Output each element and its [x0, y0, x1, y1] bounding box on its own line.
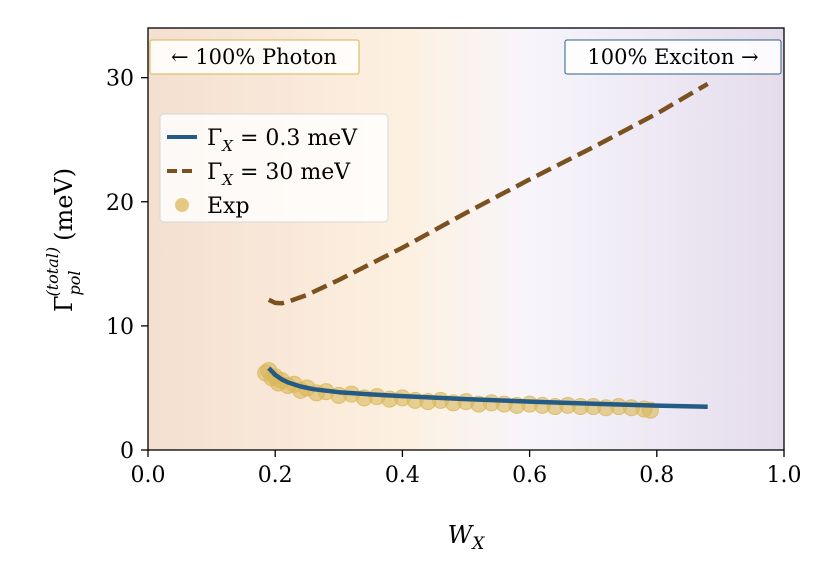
plot-frame — [147, 27, 785, 451]
y-axis-title: Γpol(total)(meV) — [43, 168, 84, 312]
x-tick-label: 0.6 — [512, 463, 547, 488]
legend-label-gamma-0-3: ΓX = 0.3 meV — [207, 126, 358, 155]
legend-swatch-marker — [175, 198, 189, 212]
legend-label-exp: Exp — [207, 194, 250, 219]
exciton-annotation-text: 100% Exciton → — [587, 45, 758, 69]
x-tick-label: 0.4 — [385, 463, 420, 488]
y-tick-label: 20 — [106, 191, 134, 216]
legend-label-gamma-30: ΓX = 30 meV — [207, 160, 351, 189]
y-tick-label: 30 — [106, 67, 134, 92]
x-tick-label: 0.8 — [639, 463, 674, 488]
x-tick-label: 0.0 — [131, 463, 166, 488]
photon-annotation: ← 100% Photon — [149, 39, 360, 75]
y-tick-label: 10 — [106, 315, 134, 340]
x-tick-label: 0.2 — [258, 463, 293, 488]
plot-background — [148, 28, 784, 450]
x-axis-title: WX — [448, 521, 486, 554]
series-line-gamma-30 — [267, 81, 709, 306]
legend-frame — [159, 113, 389, 223]
x-tick-label: 1.0 — [767, 463, 802, 488]
series-line-gamma-0-3 — [267, 366, 708, 410]
legend: ΓX = 0.3 meV ΓX = 30 meV Exp — [159, 113, 389, 223]
y-tick-label: 0 — [120, 439, 134, 464]
exciton-annotation: 100% Exciton → — [564, 39, 782, 75]
photon-annotation-text: ← 100% Photon — [171, 45, 337, 69]
